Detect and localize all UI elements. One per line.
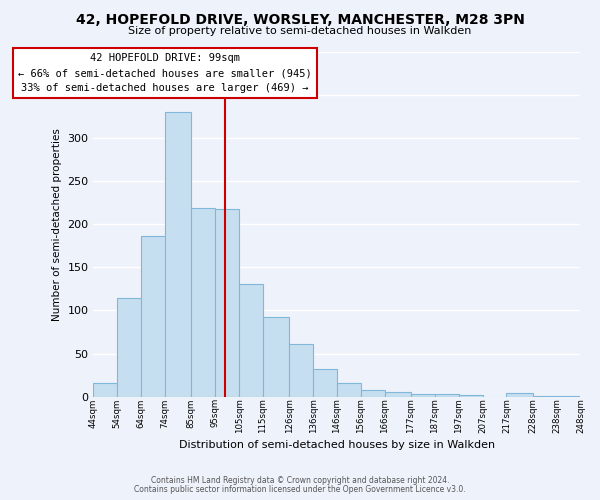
Text: Contains public sector information licensed under the Open Government Licence v3: Contains public sector information licen…	[134, 485, 466, 494]
Bar	[385, 392, 411, 397]
Bar	[118, 298, 141, 397]
Bar	[289, 344, 313, 397]
Bar	[94, 383, 118, 397]
Text: Size of property relative to semi-detached houses in Walkden: Size of property relative to semi-detach…	[128, 26, 472, 36]
Bar	[459, 395, 482, 397]
Bar	[435, 394, 459, 397]
Bar	[506, 394, 533, 397]
Bar	[313, 369, 337, 397]
Y-axis label: Number of semi-detached properties: Number of semi-detached properties	[52, 128, 62, 320]
Bar	[215, 210, 239, 397]
Bar	[239, 284, 263, 397]
Bar	[361, 390, 385, 397]
Bar	[165, 112, 191, 397]
Text: 42, HOPEFOLD DRIVE, WORSLEY, MANCHESTER, M28 3PN: 42, HOPEFOLD DRIVE, WORSLEY, MANCHESTER,…	[76, 12, 524, 26]
Bar	[191, 208, 215, 397]
X-axis label: Distribution of semi-detached houses by size in Walkden: Distribution of semi-detached houses by …	[179, 440, 495, 450]
Bar	[411, 394, 435, 397]
Bar	[337, 383, 361, 397]
Bar	[141, 236, 165, 397]
Text: Contains HM Land Registry data © Crown copyright and database right 2024.: Contains HM Land Registry data © Crown c…	[151, 476, 449, 485]
Bar	[533, 396, 557, 397]
Text: 42 HOPEFOLD DRIVE: 99sqm
← 66% of semi-detached houses are smaller (945)
33% of : 42 HOPEFOLD DRIVE: 99sqm ← 66% of semi-d…	[18, 53, 312, 93]
Bar	[557, 396, 581, 397]
Bar	[263, 316, 289, 397]
